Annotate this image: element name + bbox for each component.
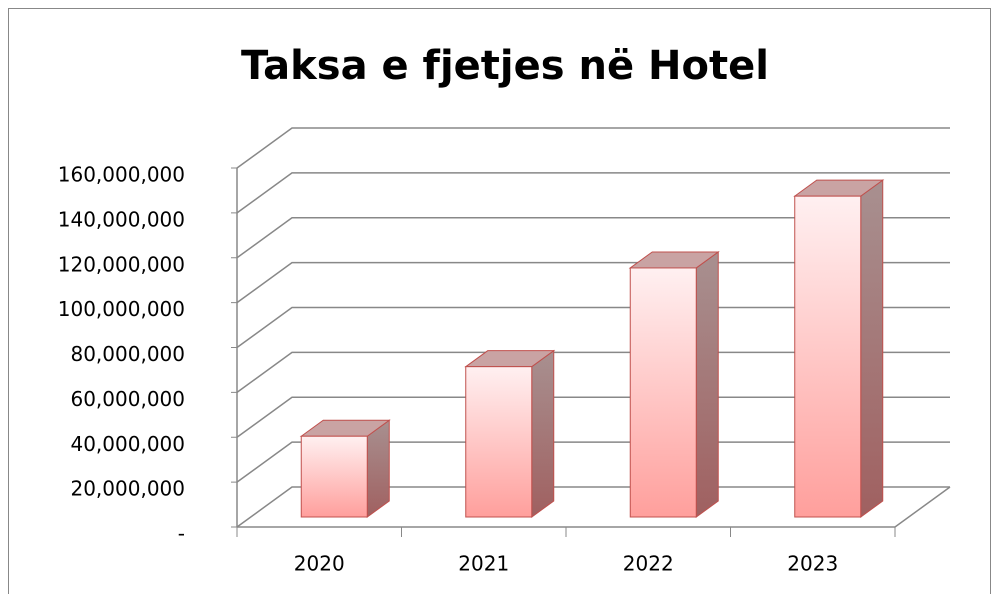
grid-line: [236, 127, 950, 169]
x-tick-label: 2022: [623, 552, 674, 576]
chart-border: [8, 8, 991, 594]
y-tick-label: 80,000,000: [70, 342, 185, 366]
x-tick-label: 2020: [294, 552, 345, 576]
grid-line: [236, 486, 950, 528]
grid-line: [236, 441, 950, 483]
grid-line: [236, 396, 950, 438]
x-tick-label: 2021: [458, 552, 509, 576]
bar-side: [531, 349, 555, 518]
chart-title: Taksa e fjetjes në Hotel: [241, 43, 769, 89]
grid-line: [236, 172, 950, 214]
grid-line: [236, 217, 950, 259]
x-tick-label: 2023: [787, 552, 838, 576]
y-tick-label: 120,000,000: [58, 252, 185, 276]
y-tick-label: -: [178, 522, 185, 546]
y-tick-label: 40,000,000: [70, 432, 185, 456]
y-tick-label: 140,000,000: [58, 207, 185, 231]
y-tick-label: 20,000,000: [70, 477, 185, 501]
bar-side: [695, 250, 719, 518]
y-tick-label: 160,000,000: [58, 163, 185, 187]
y-tick-label: 100,000,000: [58, 297, 185, 321]
bar-side: [860, 179, 884, 518]
bar: [300, 435, 368, 518]
bar: [794, 195, 862, 518]
y-tick-label: 60,000,000: [70, 387, 185, 411]
bar: [629, 267, 697, 518]
bar-side: [366, 419, 390, 518]
bar: [465, 366, 533, 518]
grid-line: [236, 306, 950, 349]
grid-line: [236, 351, 950, 393]
grid-line: [236, 261, 950, 304]
